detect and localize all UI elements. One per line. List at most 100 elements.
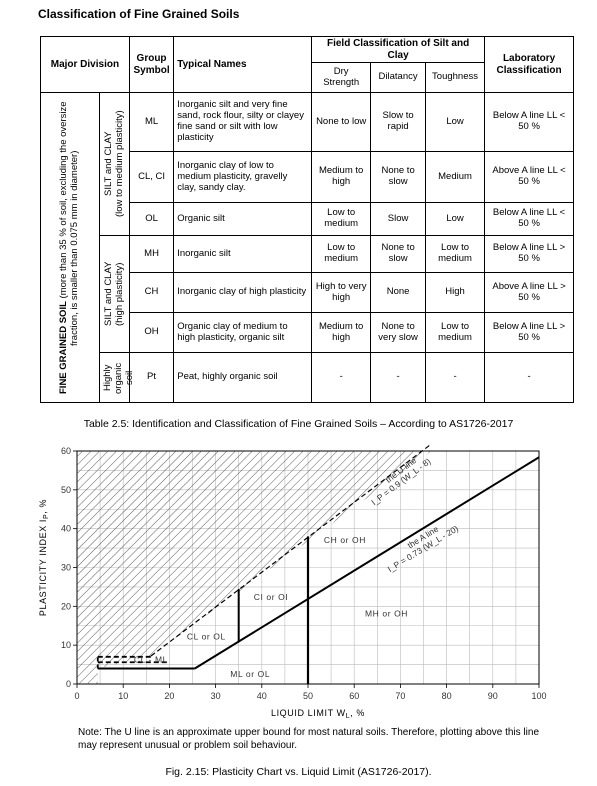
header-dilatancy: Dilatancy: [370, 62, 426, 93]
u-line: [150, 443, 432, 657]
toughness: High: [424, 272, 486, 313]
lab-classification: -: [484, 352, 574, 403]
y-tick-label: 10: [61, 640, 71, 650]
group-symbol: OL: [128, 202, 175, 236]
dilatancy: Slow: [370, 202, 426, 236]
lab-classification: Below A line LL < 50 %: [484, 91, 574, 153]
group-symbol: CH: [128, 272, 175, 313]
a-line: [194, 456, 540, 670]
lab-classification: Above A line LL < 50 %: [484, 151, 574, 204]
header-group-symbol: Group Symbol: [128, 36, 175, 93]
typical-name: Inorganic silt: [173, 235, 313, 273]
y-tick-label: 60: [61, 446, 71, 456]
header-major-division: Major Division: [40, 36, 130, 93]
header-typical-names: Typical Names: [173, 36, 313, 93]
y-tick-label: 30: [61, 563, 71, 573]
x-tick-label: 30: [211, 691, 221, 701]
group-organic-cell: Highly organic soil: [99, 352, 135, 403]
x-tick-label: 0: [74, 691, 79, 701]
lab-classification: Below A line LL < 50 %: [484, 202, 574, 236]
dry-strength: Low to medium: [311, 202, 372, 236]
lab-classification: Below A line LL > 50 %: [484, 312, 574, 353]
table-row: CH Inorganic clay of high plasticity Hig…: [41, 272, 574, 313]
lab-classification: Below A line LL > 50 %: [484, 235, 574, 273]
table-row: OH Organic clay of medium to high plasti…: [41, 312, 574, 353]
fine-grained-cell: FINE GRAINED SOIL (more than 35 % of soi…: [39, 92, 101, 403]
group-organic-label: Highly organic soil: [102, 361, 136, 394]
x-tick-label: 100: [531, 691, 546, 701]
group-low-note: (low to medium plasticity): [113, 110, 125, 218]
dilatancy: None: [370, 272, 426, 313]
x-tick-label: 40: [257, 691, 267, 701]
x-axis-title: LIQUID LIMIT WL, %: [271, 708, 365, 720]
table-caption: Table 2.5: Identification and Classifica…: [83, 418, 514, 430]
dilatancy: None to slow: [370, 151, 426, 204]
typical-name: Inorganic clay of high plasticity: [173, 272, 313, 313]
y-axis-title: PLASTICITY INDEX IP, %: [38, 499, 50, 616]
x-tick-label: 10: [118, 691, 128, 701]
hatched-region: [77, 451, 432, 684]
group-symbol: MH: [128, 235, 175, 273]
chart-note: Note: The U line is an approximate upper…: [78, 727, 540, 751]
typical-name: Organic clay of medium to high plasticit…: [173, 312, 313, 353]
x-tick-label: 80: [442, 691, 452, 701]
header-field-classification: Field Classification of Silt and Clay: [311, 36, 486, 63]
dilatancy: Slow to rapid: [370, 91, 426, 153]
dilatancy: None to slow: [370, 235, 426, 273]
x-tick-label: 20: [164, 691, 174, 701]
y-tick-label: 20: [61, 601, 71, 611]
section-heading: Classification of Fine Grained Soils: [38, 7, 240, 21]
zone-label: MH or OH: [365, 608, 408, 618]
y-tick-label: 0: [66, 679, 71, 689]
dry-strength: Medium to high: [311, 151, 372, 204]
group-high-note: (high plasticity): [113, 262, 125, 326]
zone-label: CH or OH: [324, 535, 366, 545]
group-symbol: CL, CI: [128, 151, 175, 204]
table-row: SILT and CLAY (high plasticity) MH Inorg…: [41, 235, 574, 353]
dry-strength: None to low: [311, 91, 372, 153]
dry-strength: -: [311, 352, 372, 403]
lab-classification: Above A line LL > 50 %: [484, 272, 574, 313]
group-high-cell: SILT and CLAY (high plasticity): [99, 235, 130, 353]
toughness: Low to medium: [424, 312, 486, 353]
dry-strength: Low to medium: [311, 235, 372, 273]
group-symbol: Pt: [128, 352, 175, 403]
figure-caption: Fig. 2.15: Plasticity Chart vs. Liquid L…: [165, 766, 432, 778]
table-row: FINE GRAINED SOIL (more than 35 % of soi…: [39, 91, 574, 403]
group-low-cell: SILT and CLAY (low to medium plasticity): [99, 92, 130, 236]
x-tick-label: 70: [395, 691, 405, 701]
header-toughness: Toughness: [424, 62, 486, 93]
fine-grained-label: FINE GRAINED SOIL: [58, 300, 70, 394]
x-tick-label: 90: [488, 691, 498, 701]
header-dry-strength: Dry Strength: [311, 62, 372, 93]
group-symbol: OH: [128, 312, 175, 353]
group-high-label: SILT and CLAY: [102, 261, 114, 327]
typical-name: Inorganic silt and very fine sand, rock …: [173, 91, 313, 153]
zone-label: CL or OL: [187, 632, 226, 642]
toughness: Low to medium: [424, 235, 486, 273]
toughness: Low: [424, 202, 486, 236]
y-tick-label: 40: [61, 524, 71, 534]
y-tick-label: 50: [61, 485, 71, 495]
group-low-label: SILT and CLAY: [102, 131, 114, 197]
group-symbol: ML: [128, 91, 175, 153]
zone-label: CL - ML: [134, 654, 168, 664]
typical-name: Organic silt: [173, 202, 313, 236]
zone-label: ML or OL: [230, 669, 270, 679]
toughness: Medium: [424, 151, 486, 204]
plasticity-chart: CH or OH CI or OI CL or OL CL - ML ML or OL M…: [38, 443, 547, 720]
toughness: Low: [424, 91, 486, 153]
dry-strength: Medium to high: [311, 312, 372, 353]
header-laboratory: Laboratory Classification: [484, 36, 574, 93]
toughness: -: [424, 352, 486, 403]
dry-strength: High to very high: [311, 272, 372, 313]
soil-classification-table: Major Division Group Symbol Typical Name…: [39, 36, 574, 403]
x-tick-label: 50: [303, 691, 313, 701]
dilatancy: None to very slow: [370, 312, 426, 353]
dilatancy: -: [370, 352, 426, 403]
typical-name: Peat, highly organic soil: [173, 352, 313, 403]
zone-label: CI or OI: [254, 592, 289, 602]
typical-name: Inorganic clay of low to medium plastici…: [173, 151, 313, 204]
table-row: CL, CI Inorganic clay of low to medium p…: [41, 151, 574, 204]
table-row: Highly organic soil Pt Peat, highly orga…: [41, 352, 574, 403]
